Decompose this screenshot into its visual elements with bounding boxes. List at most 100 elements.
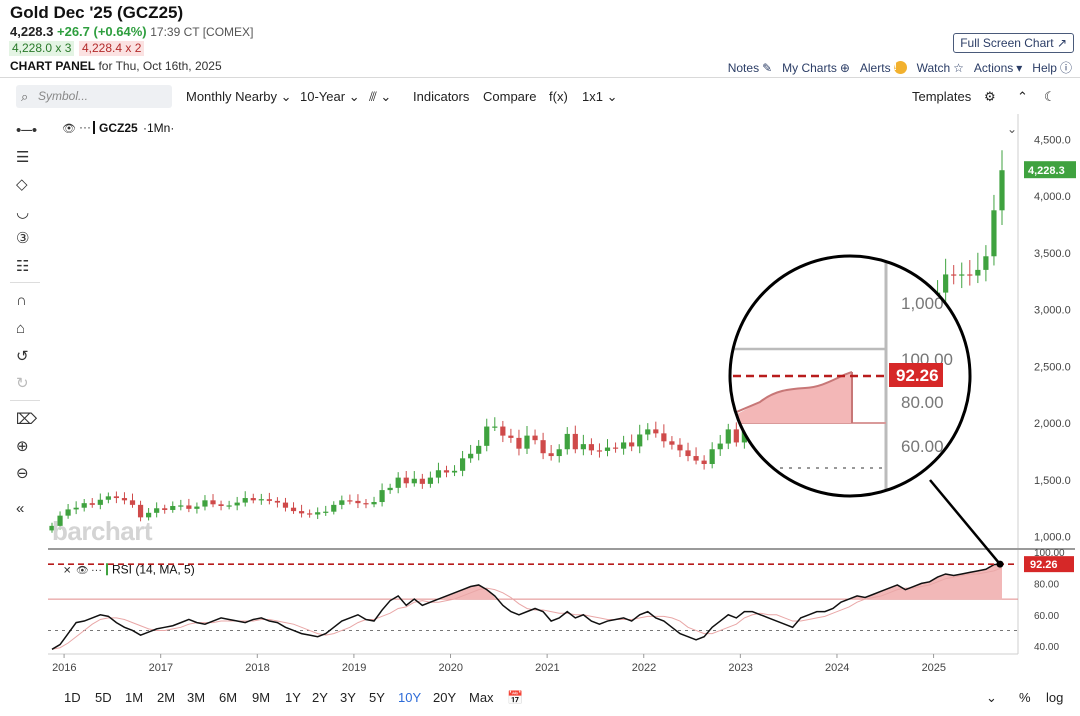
candle-body <box>500 426 506 436</box>
candle-body <box>645 429 651 435</box>
magnified-value-tag <box>889 363 943 387</box>
help-link[interactable]: Help ⓘ <box>1032 59 1072 76</box>
x-axis-tick-label: 2019 <box>342 662 366 674</box>
instrument-title: Gold Dec '25 (GCZ25) <box>10 3 184 22</box>
expand-chevron-icon[interactable]: ⌄ <box>986 690 997 705</box>
alerts-link[interactable]: Alerts! <box>860 61 907 75</box>
trash-icon[interactable]: ⌦ <box>16 411 38 428</box>
last-price-tag <box>1024 161 1076 179</box>
range-button-9m[interactable]: 9M <box>252 690 271 705</box>
candle-body <box>363 503 369 505</box>
indicators-button[interactable]: Indicators <box>413 89 470 104</box>
full-screen-chart-button[interactable]: Full Screen Chart ↗ <box>953 33 1074 53</box>
range-button-1d[interactable]: 1D <box>64 690 81 705</box>
zoom-out-icon[interactable]: ⊖ <box>16 465 29 482</box>
candle-body <box>298 511 305 514</box>
price-chart[interactable]: 4,500.0 4,000.0 3,500.0 3,000.0 2,500.0 2,000… <box>0 114 1080 686</box>
candle-body <box>105 496 111 500</box>
chevron-down-icon: ⌄ <box>348 89 360 104</box>
candle-body <box>242 498 248 503</box>
candle-body <box>476 445 482 454</box>
collapse-icon[interactable]: ⌃ <box>1017 89 1028 104</box>
barchart-watermark: barchart <box>52 516 153 546</box>
layout-dropdown[interactable]: 1x1 ⌄ <box>582 89 618 105</box>
range-button-1m[interactable]: 1M <box>125 690 144 705</box>
function-button[interactable]: f(x) <box>549 89 568 104</box>
my-charts-link[interactable]: My Charts ⊕ <box>782 61 850 75</box>
candle-body <box>693 456 699 461</box>
log-scale-toggle[interactable]: log <box>1046 690 1064 705</box>
collapse-left-icon[interactable]: « <box>16 500 25 517</box>
range-button-3m[interactable]: 3M <box>187 690 206 705</box>
candle-body <box>194 506 200 509</box>
fib-tool-icon[interactable]: ☰ <box>16 149 30 166</box>
range-button-3y[interactable]: 3Y <box>340 690 356 705</box>
measure-tool-icon[interactable]: ☷ <box>16 258 30 275</box>
candle-body <box>258 499 264 501</box>
percent-scale-toggle[interactable]: % <box>1019 690 1031 705</box>
notes-link[interactable]: Notes ✎ <box>728 61 772 75</box>
candle-body <box>395 477 401 488</box>
range-button-2y[interactable]: 2Y <box>312 690 328 705</box>
candle-body <box>983 256 989 270</box>
range-button-20y[interactable]: 20Y <box>433 690 457 705</box>
settings-gear-icon[interactable]: ⚙ <box>984 89 996 104</box>
dark-mode-icon[interactable]: ☾ <box>1044 89 1056 104</box>
candle-body <box>307 513 313 515</box>
candle-body <box>218 504 224 506</box>
range-button-max[interactable]: Max <box>469 690 494 705</box>
symbol-search-input[interactable]: ⌕ Symbol... <box>16 85 172 108</box>
x-axis-tick-label: 2017 <box>149 662 173 674</box>
unlock-icon[interactable]: ⌂ <box>16 320 26 337</box>
rsi-ma-line <box>51 567 1003 650</box>
period-dropdown[interactable]: 10-Year ⌄ <box>300 89 360 105</box>
notes-label: Notes <box>727 60 760 75</box>
candle-body <box>637 434 643 447</box>
magnified-rsi-area <box>730 372 852 423</box>
range-button-6m[interactable]: 6M <box>219 690 238 705</box>
compare-button[interactable]: Compare <box>483 89 537 104</box>
redo-icon[interactable]: ↻ <box>16 375 29 392</box>
range-button-1y[interactable]: 1Y <box>285 690 301 705</box>
actions-menu[interactable]: Actions ▾ <box>974 61 1022 75</box>
candle-body <box>49 525 55 531</box>
range-button-2m[interactable]: 2M <box>157 690 176 705</box>
chart-toolbar: ⌕ Symbol... Monthly Nearby ⌄ 10-Year ⌄ ⫻… <box>0 82 1080 112</box>
candle-body <box>701 460 707 464</box>
x-axis-tick-label: 2020 <box>439 662 463 674</box>
candle-body <box>733 429 739 443</box>
curve-tool-icon[interactable]: ◡ <box>16 204 30 221</box>
range-button-5d[interactable]: 5D <box>95 690 112 705</box>
line-tool-icon[interactable]: •─• <box>16 122 38 139</box>
range-button-5y[interactable]: 5Y <box>369 690 385 705</box>
candle-body <box>991 210 997 257</box>
eye-icon: 👁 <box>76 565 89 576</box>
pencil-icon: ↗ <box>1056 36 1067 50</box>
watch-link[interactable]: Watch ☆ <box>917 61 964 75</box>
candle-body <box>186 505 192 509</box>
close-icon: ✕ <box>63 565 71 576</box>
undo-icon[interactable]: ↺ <box>16 348 29 365</box>
candle-body <box>524 435 530 449</box>
candle-body <box>210 500 216 505</box>
range-button-10y[interactable]: 10Y <box>398 690 422 705</box>
candle-body <box>548 453 554 457</box>
aggregation-dropdown[interactable]: Monthly Nearby ⌄ <box>186 89 292 105</box>
calendar-icon[interactable]: 📅 <box>507 690 524 705</box>
candle-body <box>999 170 1005 211</box>
templates-button[interactable]: Templates <box>912 89 972 104</box>
ask-quote: 4,228.4 x 2 <box>79 41 145 56</box>
chart-type-dropdown[interactable]: ⫻ ⌄ <box>369 89 391 105</box>
alert-icon: ! <box>893 61 907 74</box>
candle-body <box>73 507 79 510</box>
x-axis-tick-label: 2016 <box>52 662 76 674</box>
magnet-icon[interactable]: ∩ <box>16 292 27 309</box>
count-tool-icon[interactable]: ③ <box>16 230 30 247</box>
zoom-in-icon[interactable]: ⊕ <box>16 438 29 455</box>
aggregation-label: Monthly Nearby <box>186 89 278 104</box>
magnifier-pointer-dot <box>996 560 1004 568</box>
candle-body <box>572 433 578 450</box>
candle-body <box>323 511 329 513</box>
candle-body <box>484 426 490 446</box>
shapes-tool-icon[interactable]: ◇ <box>16 176 28 193</box>
